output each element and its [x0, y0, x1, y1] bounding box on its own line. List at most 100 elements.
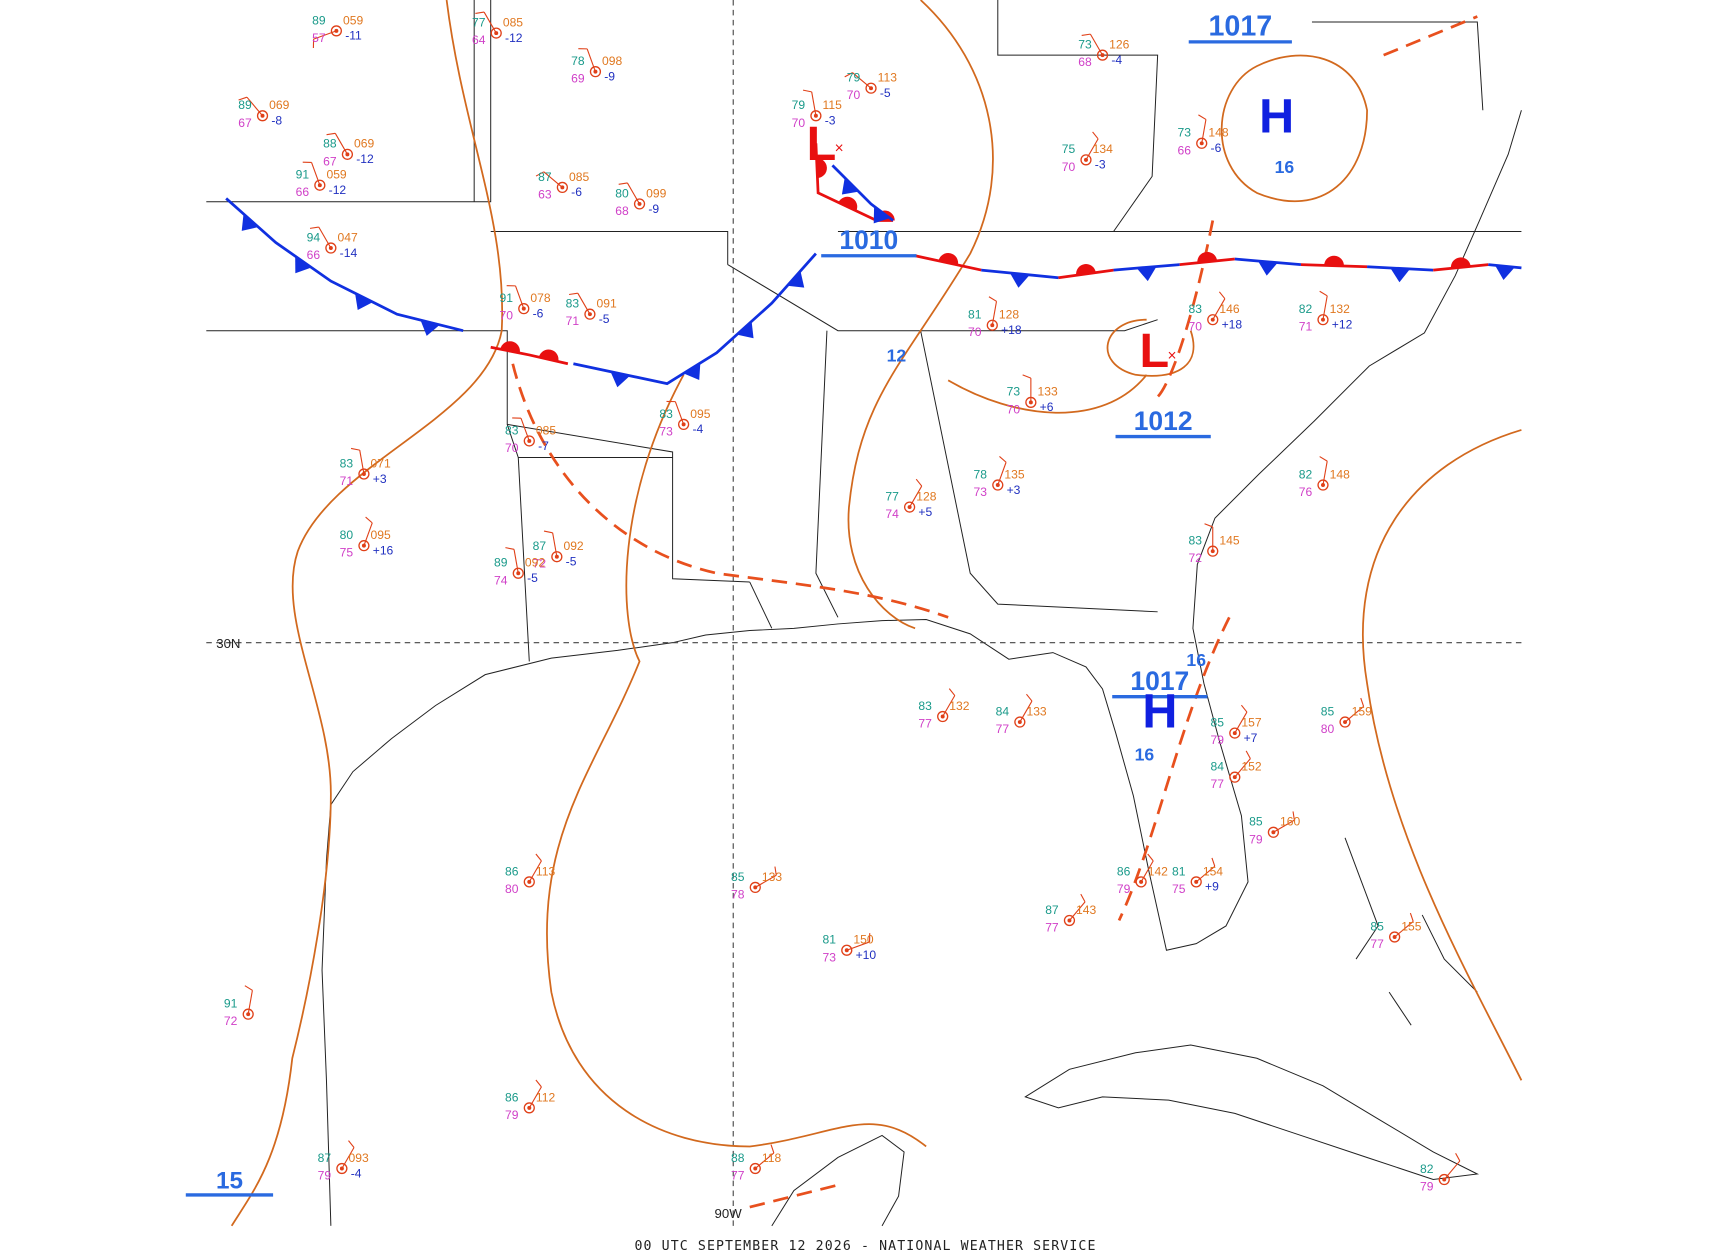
station: 89 059 -11 57: [312, 13, 363, 48]
wind-feather: [348, 1140, 355, 1148]
station-dot: [1232, 731, 1237, 736]
station-circle: [314, 179, 326, 191]
wind-feather: [988, 296, 997, 302]
station-pressure: 148: [1208, 126, 1228, 140]
wind-barb: [577, 292, 591, 315]
station-dew: 77: [918, 717, 932, 731]
wind-feather: [1455, 1152, 1461, 1162]
station-circle: [1063, 914, 1076, 927]
station-tendency: -3: [825, 114, 836, 128]
station-temp: 84: [996, 704, 1010, 718]
station-dot: [1028, 400, 1033, 405]
station-pressure: 078: [530, 291, 550, 305]
wind-feather: [1218, 291, 1226, 300]
station-temp: 85: [1370, 919, 1384, 933]
station-circle: [1317, 314, 1329, 326]
station-pressure: 133: [1026, 704, 1046, 718]
station-circle: [551, 551, 563, 563]
station-temp: 82: [1299, 302, 1313, 316]
station: 89 069 -8 67: [238, 96, 290, 130]
stationary-front: [1488, 263, 1522, 270]
station-dew: 73: [823, 950, 837, 964]
station: 73 126-4 68: [1078, 33, 1130, 69]
station-tendency: +16: [373, 543, 394, 557]
station-tendency: +7: [1244, 731, 1258, 745]
map-panel: [206, 0, 1522, 1226]
wind-feather: [915, 478, 923, 487]
station-tendency: -12: [356, 152, 374, 166]
station-temp: 87: [318, 1151, 332, 1165]
station-circle: [336, 1162, 348, 1175]
station: 83 085 -7 70: [505, 417, 556, 455]
front-symbol: [787, 270, 805, 288]
station-circle: [523, 1102, 535, 1114]
station-circle: [678, 418, 690, 431]
station-dot: [1139, 879, 1144, 884]
station-pressure: 085: [569, 170, 589, 184]
wind-barb: [991, 301, 998, 326]
station-dot: [1100, 53, 1105, 58]
geography: [206, 0, 1522, 1227]
station-temp: 78: [571, 54, 585, 68]
station-circle: [865, 82, 877, 94]
station-pressure: 128: [999, 308, 1019, 322]
station-pressure: 095: [690, 407, 710, 421]
front-symbol: [1324, 255, 1344, 266]
station-dot: [334, 28, 339, 33]
station-dew: 70: [792, 116, 806, 130]
wind-feather: [1409, 912, 1414, 922]
station: 87 143 77: [1045, 893, 1097, 934]
station: 79 113-5 70: [844, 71, 897, 102]
station-pressure: 099: [646, 186, 666, 200]
center-marker: ×: [1168, 347, 1177, 364]
station-dew: 75: [340, 546, 354, 560]
station-temp: 81: [1172, 864, 1186, 878]
station-pressure: 150: [853, 933, 873, 947]
wind-barb: [626, 182, 641, 205]
station-temp: 77: [472, 15, 486, 29]
station-dew: 77: [731, 1169, 745, 1183]
front-symbol: [1257, 260, 1278, 276]
wind-barb: [1089, 33, 1103, 56]
station: 91 078-6 70: [500, 285, 551, 323]
station-dot: [1194, 879, 1199, 884]
station-dot: [527, 438, 532, 443]
station-dew: 75: [1172, 882, 1186, 896]
station-dot: [1084, 157, 1088, 162]
station-dot: [361, 472, 366, 477]
station: 81 128+18 70: [968, 296, 1022, 339]
wind-feather: [326, 132, 336, 136]
station: 77 128 +5 74: [885, 478, 937, 521]
station-tendency: -12: [329, 183, 347, 197]
front-symbol: [873, 206, 890, 224]
station-tendency: -5: [599, 312, 610, 326]
station-dew: 79: [1420, 1180, 1434, 1194]
station-circle: [1190, 876, 1202, 888]
wind-barb: [754, 1152, 775, 1169]
station-pressure: 092: [525, 556, 545, 570]
station-temp: 73: [1007, 385, 1021, 399]
front-symbol: [938, 253, 959, 266]
station: 81 150+10 73: [823, 933, 877, 965]
wind-feather: [1211, 857, 1216, 867]
station-tendency: +12: [1332, 318, 1353, 332]
wind-barb: [1322, 295, 1328, 320]
station-tendency: +3: [373, 472, 387, 486]
station-pressure: 142: [1148, 864, 1168, 878]
station-tendency: -6: [1211, 141, 1222, 155]
station-pressure: 059: [326, 168, 346, 182]
station-dot: [328, 246, 333, 251]
station-pressure: 132: [949, 699, 969, 713]
front-symbol: [816, 158, 827, 179]
wind-feather: [1360, 697, 1365, 707]
wind-feather: [309, 226, 319, 229]
station: 78 135 +3 73: [974, 456, 1025, 499]
station-dew: 71: [340, 474, 354, 488]
station: 83 095-4 73: [659, 400, 711, 438]
station-temp: 83: [1189, 302, 1203, 316]
station-dot: [753, 885, 758, 890]
station: 85 160 79: [1249, 811, 1300, 846]
station: 91 059-12 66: [296, 161, 347, 199]
station-circle: [523, 876, 535, 888]
station-dot: [527, 1105, 532, 1110]
